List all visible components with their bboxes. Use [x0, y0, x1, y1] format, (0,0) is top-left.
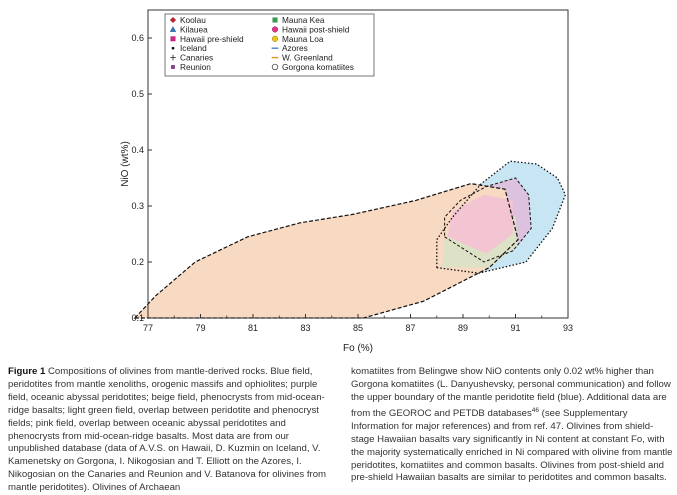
caption-text-right-end: (see Supplementary Information for major…	[351, 407, 673, 484]
x-tick-label: 79	[195, 323, 205, 333]
y-tick-label: 0.6	[131, 33, 144, 43]
overlap-abyssal-phenocryst-field	[447, 194, 513, 254]
legend-label: W. Greenland	[282, 53, 333, 63]
legend-marker	[271, 26, 279, 33]
legend-entry: Iceland	[171, 43, 207, 53]
peridotite-field-outline	[436, 160, 567, 274]
figure-caption-right: komatiites from Belingwe show NiO conten…	[351, 366, 673, 485]
legend-marker	[171, 65, 175, 69]
figure-label: Figure 1	[8, 366, 46, 377]
x-tick-label: 93	[563, 323, 573, 333]
legend-box	[164, 13, 375, 77]
composition-fields	[133, 160, 567, 319]
legend-entry: Hawaii pre-shield	[170, 34, 244, 44]
y-axis-label: NiO (wt%)	[120, 141, 131, 187]
legend-marker	[169, 26, 177, 32]
legend-entry: Gorgona komatiites	[271, 62, 354, 72]
caption-text-left: Compositions of olivines from mantle-der…	[8, 366, 327, 494]
legend-label: Hawaii pre-shield	[180, 34, 244, 44]
y-tick-label: 0.1	[131, 313, 144, 323]
x-tick-label: 77	[143, 323, 153, 333]
y-tick-label: 0.4	[131, 145, 144, 155]
legend-label: Reunion	[180, 62, 211, 72]
phenocryst-field	[134, 183, 519, 318]
legend-entry: W. Greenland	[271, 53, 333, 63]
y-tick-label: 0.2	[131, 257, 144, 267]
figure-caption-left: Figure 1 Compositions of olivines from m…	[8, 366, 330, 495]
x-tick-label: 83	[300, 323, 310, 333]
scatter-figure: 77 79 81 83 85 87 89 91 93 0.1 0.2 0.3 0.4 0.5 0.6 NiO…	[0, 0, 573, 354]
caption-reference: 46	[531, 406, 539, 414]
caption-text-right-start: komatiites from Belingwe show NiO conten…	[351, 366, 671, 419]
legend-label: Mauna Kea	[282, 15, 325, 25]
legend-marker	[170, 54, 176, 61]
legend-label: Azores	[282, 43, 308, 53]
legend-entry: Reunion	[171, 62, 211, 72]
legend-label: Canaries	[180, 53, 213, 63]
legend-marker	[169, 16, 177, 24]
legend-marker	[271, 35, 279, 42]
legend-entry: Kilauea	[169, 24, 208, 34]
legend-entry: Mauna Loa	[271, 34, 324, 44]
axes: 77 79 81 83 85 87 89 91 93 0.1 0.2 0.3 0.4 0.5 0.6	[131, 33, 573, 333]
x-tick-label: 85	[353, 323, 363, 333]
x-axis-label: Fo (%)	[343, 343, 373, 354]
legend-entry: Canaries	[170, 53, 213, 63]
legend-label: Koolau	[180, 15, 206, 25]
x-tick-label: 81	[248, 323, 258, 333]
legend-label: Gorgona komatiites	[282, 62, 354, 72]
legend-label: Iceland	[180, 43, 207, 53]
legend-marker	[272, 17, 278, 23]
x-tick-label: 89	[458, 323, 468, 333]
legend-label: Mauna Loa	[282, 34, 324, 44]
y-tick-label: 0.3	[131, 201, 144, 211]
legend-entry: Koolau	[169, 15, 206, 25]
x-tick-label: 91	[510, 323, 520, 333]
phenocryst-field-outline	[133, 182, 519, 319]
legend-entry: Mauna Kea	[272, 15, 325, 25]
y-tick-label: 0.5	[131, 89, 144, 99]
x-tick-label: 87	[405, 323, 415, 333]
abyssal-peridotite-field-outline	[444, 177, 532, 263]
legend-entry: Hawaii post-shield	[271, 24, 350, 34]
legend-marker	[170, 36, 176, 42]
legend-marker	[171, 46, 175, 50]
legend-entry: Azores	[271, 43, 308, 53]
legend-label: Hawaii post-shield	[282, 24, 350, 34]
legend-marker	[271, 63, 279, 71]
legend-label: Kilauea	[180, 24, 208, 34]
